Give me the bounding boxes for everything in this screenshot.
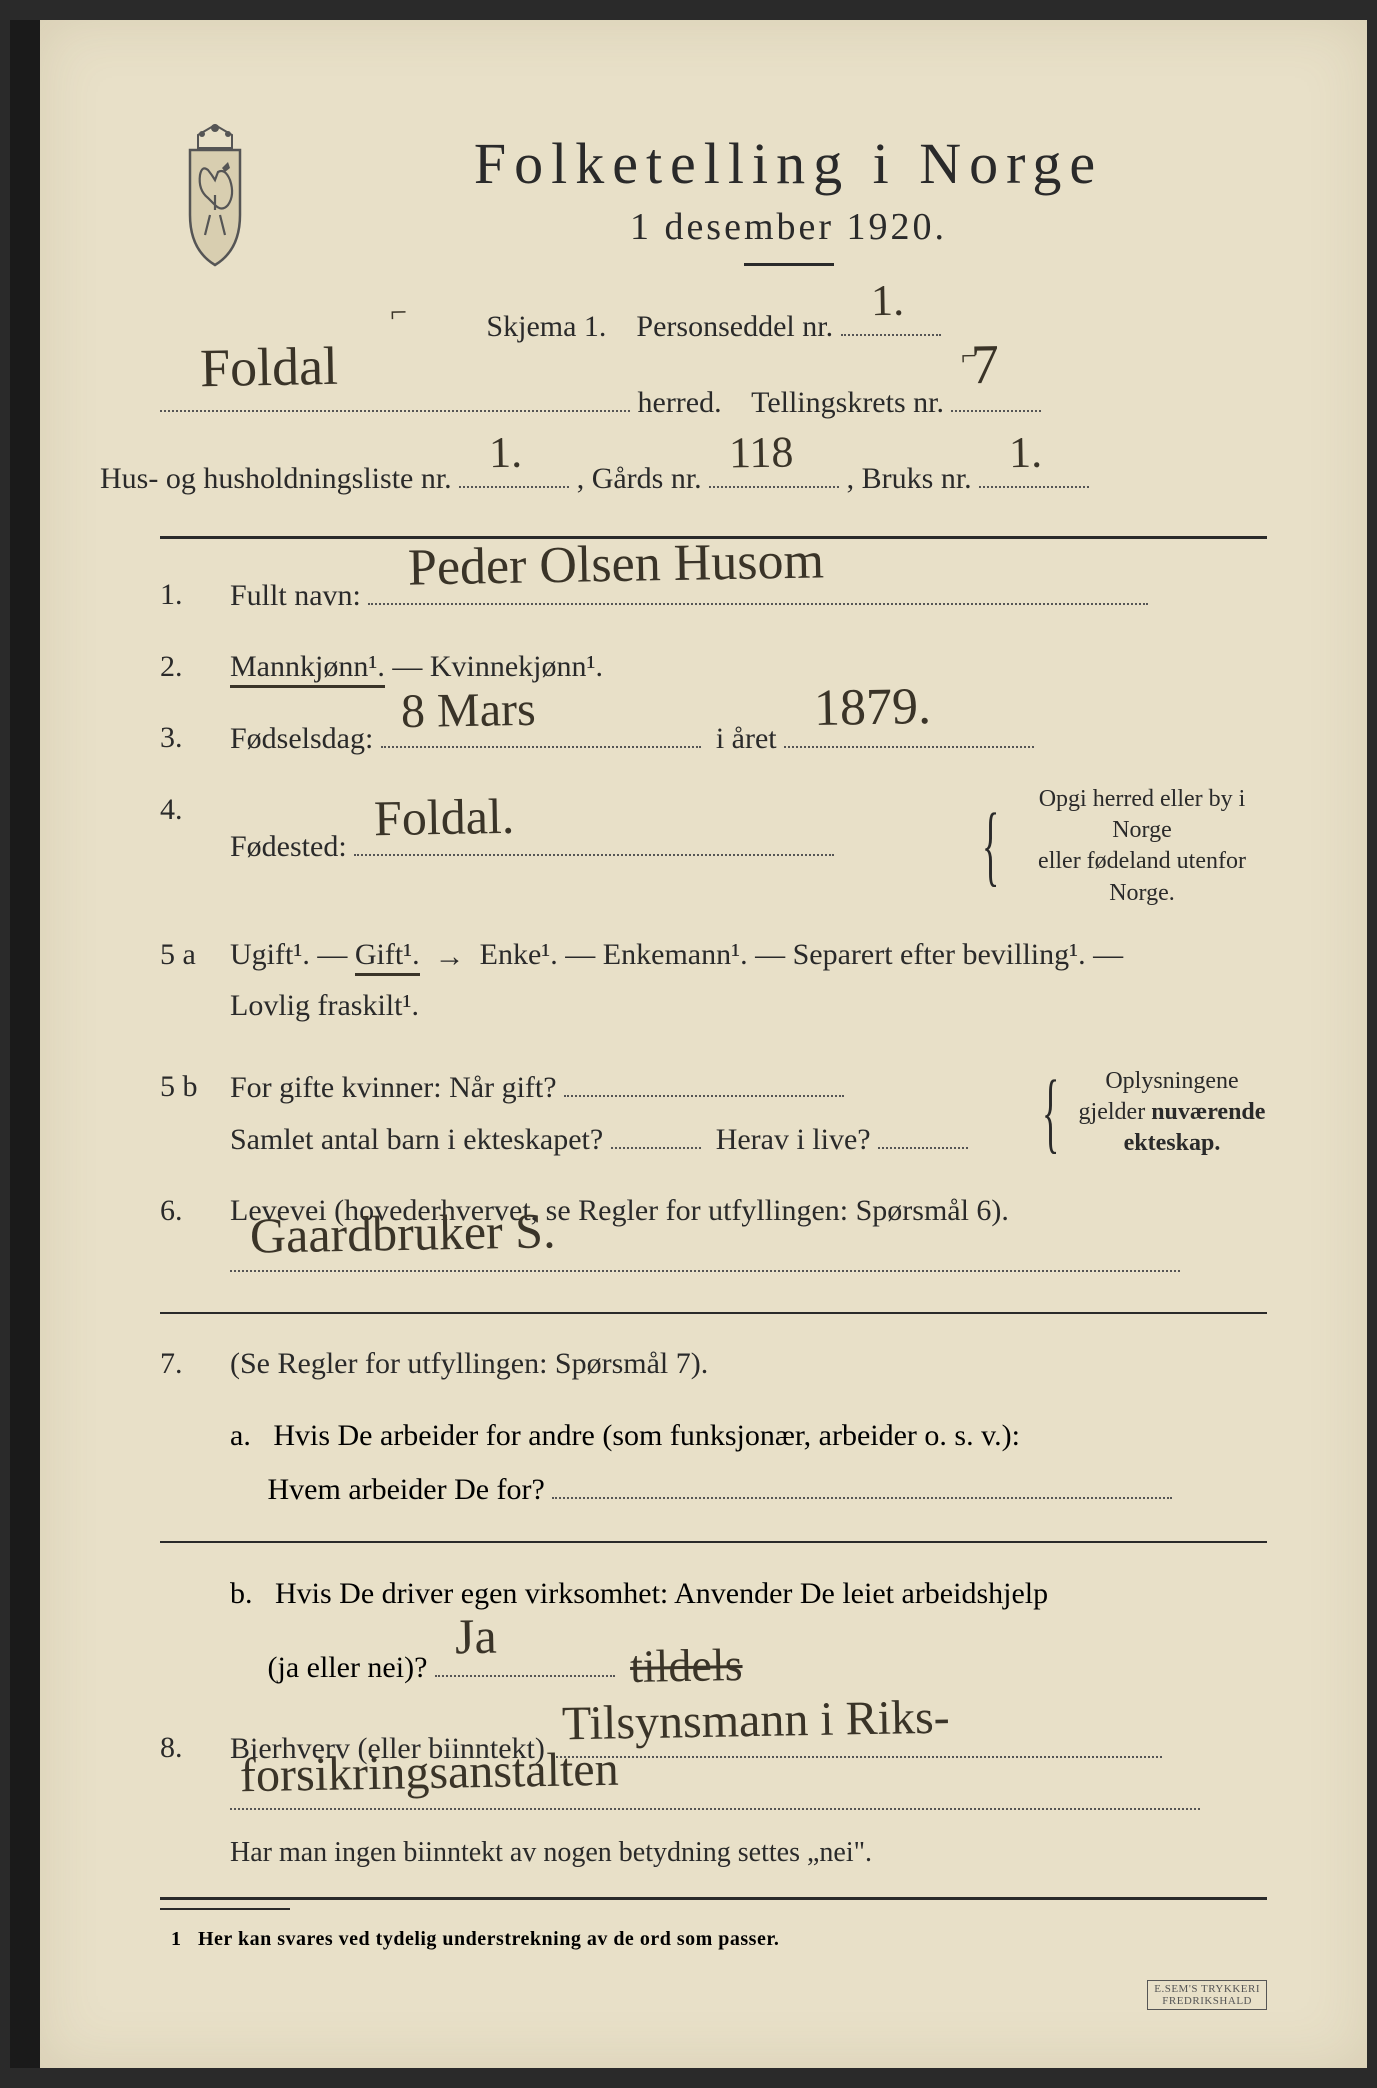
herred-label: herred. bbox=[638, 386, 722, 419]
printer-stamp: E.SEM'S TRYKKERI FREDRIKSHALD bbox=[1147, 1980, 1267, 2010]
q7a-text2: Hvem arbeider De for? bbox=[268, 1473, 545, 1506]
q1-label: Fullt navn: bbox=[230, 579, 361, 612]
q4-value: Foldal. bbox=[373, 774, 515, 861]
q7a-label: a. bbox=[230, 1419, 251, 1452]
q5a-num: 5 a bbox=[160, 929, 230, 1031]
q8-note: Har man ingen biinntekt av nogen betydni… bbox=[230, 1837, 872, 1868]
q4-note-l2: eller fødeland utenfor Norge. bbox=[1017, 846, 1267, 908]
q5b-note-l3: ekteskap. bbox=[1077, 1128, 1267, 1159]
q7a: a. Hvis De arbeider for andre (som funks… bbox=[230, 1409, 1267, 1517]
q5a-enke: Enke¹. bbox=[480, 938, 558, 971]
footnote-text: Her kan svares ved tydelig understreknin… bbox=[198, 1928, 779, 1950]
schema-label: Skjema 1. bbox=[486, 310, 606, 343]
herred-value: Foldal bbox=[199, 318, 339, 418]
q3-day: 8 Mars bbox=[400, 669, 536, 753]
footnote-rule bbox=[160, 1908, 290, 1910]
gards-label: , Gårds nr. bbox=[577, 462, 702, 495]
personseddel-nr: 1. bbox=[870, 261, 904, 341]
q3-year: 1879. bbox=[813, 663, 932, 753]
hus-nr: 1. bbox=[488, 413, 522, 493]
q5b-label1: For gifte kvinner: Når gift? bbox=[230, 1071, 557, 1104]
divider-4 bbox=[160, 1897, 1267, 1900]
printer-l2: FREDRIKSHALD bbox=[1154, 1995, 1260, 2007]
q3-num: 3. bbox=[160, 712, 230, 764]
q1-num: 1. bbox=[160, 569, 230, 621]
q5a-separert: Separert efter bevilling¹. bbox=[793, 938, 1086, 971]
title-block: Folketelling i Norge 1 desember 1920. bbox=[310, 120, 1267, 266]
title-date: 1 desember 1920. bbox=[310, 205, 1267, 249]
gards-nr: 118 bbox=[728, 412, 794, 492]
q3-year-label: i året bbox=[716, 722, 777, 755]
q7-row: 7. (Se Regler for utfyllingen: Spørsmål … bbox=[160, 1338, 1267, 1389]
q7b-text1: Hvis De driver egen virksomhet: Anvender… bbox=[275, 1577, 1048, 1610]
q5b-label2: Samlet antal barn i ekteskapet? bbox=[230, 1123, 603, 1156]
q4-note-l1: Opgi herred eller by i Norge bbox=[1017, 784, 1267, 846]
q7b-text2: (ja eller nei)? bbox=[268, 1651, 428, 1684]
q6-value: Gaardbruker S. bbox=[249, 1188, 556, 1278]
footnote: 1 Her kan svares ved tydelig understrekn… bbox=[160, 1928, 1267, 1951]
q7-num: 7. bbox=[160, 1338, 230, 1389]
hus-label: Hus- og husholdningsliste nr. bbox=[100, 462, 452, 495]
q1-value: Peder Olsen Husom bbox=[408, 517, 825, 613]
q2-mann: Mannkjønn¹. bbox=[230, 650, 385, 688]
q4-note: Opgi herred eller by i Norge eller fødel… bbox=[987, 784, 1267, 909]
q4-row: 4. Fødested: Foldal. Opgi herred eller b… bbox=[160, 784, 1267, 909]
q7b-value: Ja bbox=[454, 1590, 497, 1681]
bruks-label: , Bruks nr. bbox=[847, 462, 972, 495]
q5b-num: 5 b bbox=[160, 1061, 230, 1165]
q8-num: 8. bbox=[160, 1722, 230, 1877]
printer-l1: E.SEM'S TRYKKERI bbox=[1154, 1983, 1260, 1995]
q5b-note: Oplysningene gjelder nuværende ekteskap. bbox=[1047, 1066, 1267, 1160]
title-rule bbox=[744, 263, 834, 266]
q8-value-l1: Tilsynsmann i Riks- bbox=[562, 1677, 951, 1765]
q8-row: 8. Bierhverv (eller biinntekt) Tilsynsma… bbox=[160, 1722, 1267, 1877]
divider-2 bbox=[160, 1312, 1267, 1314]
q8-value-l2: forsikringsanstalten bbox=[239, 1729, 619, 1817]
divider-3 bbox=[160, 1541, 1267, 1543]
q7b-label: b. bbox=[230, 1577, 253, 1610]
q5b-note-l2: gjelder nuværende bbox=[1077, 1097, 1267, 1128]
q3-label: Fødselsdag: bbox=[230, 722, 373, 755]
hus-line: Hus- og husholdningsliste nr. 1. , Gårds… bbox=[100, 452, 1267, 506]
q3-row: 3. Fødselsdag: 8 Mars i året 1879. bbox=[160, 712, 1267, 764]
header: Folketelling i Norge 1 desember 1920. bbox=[160, 120, 1267, 270]
q5a-enkemann: Enkemann¹. bbox=[603, 938, 748, 971]
q5b-note-l1: Oplysningene bbox=[1077, 1066, 1267, 1097]
coat-of-arms-icon bbox=[160, 120, 270, 270]
bruks-nr: 1. bbox=[1008, 413, 1042, 493]
q5a-gift: Gift¹. bbox=[355, 938, 420, 976]
q2-num: 2. bbox=[160, 641, 230, 692]
q5a-row: 5 a Ugift¹. — Gift¹. → Enke¹. — Enkemann… bbox=[160, 929, 1267, 1031]
herred-line: Foldal herred. Tellingskrets nr. 7 ⌐ bbox=[160, 376, 1267, 430]
q4-num: 4. bbox=[160, 784, 230, 909]
q2-row: 2. Mannkjønn¹. — Kvinnekjønn¹. bbox=[160, 641, 1267, 692]
q1-row: 1. Fullt navn: Peder Olsen Husom bbox=[160, 569, 1267, 621]
q5a-ugift: Ugift¹. bbox=[230, 938, 310, 971]
q6-num: 6. bbox=[160, 1185, 230, 1288]
title-main: Folketelling i Norge bbox=[310, 130, 1267, 197]
q7a-text1: Hvis De arbeider for andre (som funksjon… bbox=[273, 1419, 1020, 1452]
personseddel-label: Personseddel nr. bbox=[636, 310, 833, 343]
q6-row: 6. Levevei (hovederhvervet, se Regler fo… bbox=[160, 1185, 1267, 1288]
q5b-row: 5 b For gifte kvinner: Når gift? Samlet … bbox=[160, 1061, 1267, 1165]
q5b-label3: Herav i live? bbox=[716, 1123, 871, 1156]
q7-label: (Se Regler for utfyllingen: Spørsmål 7). bbox=[230, 1347, 708, 1380]
q4-label: Fødested: bbox=[230, 830, 347, 863]
footnote-marker: 1 bbox=[171, 1928, 182, 1950]
q5a-lovlig: Lovlig fraskilt¹. bbox=[230, 989, 419, 1022]
census-form-page: Folketelling i Norge 1 desember 1920. ⌐ … bbox=[10, 20, 1367, 2068]
